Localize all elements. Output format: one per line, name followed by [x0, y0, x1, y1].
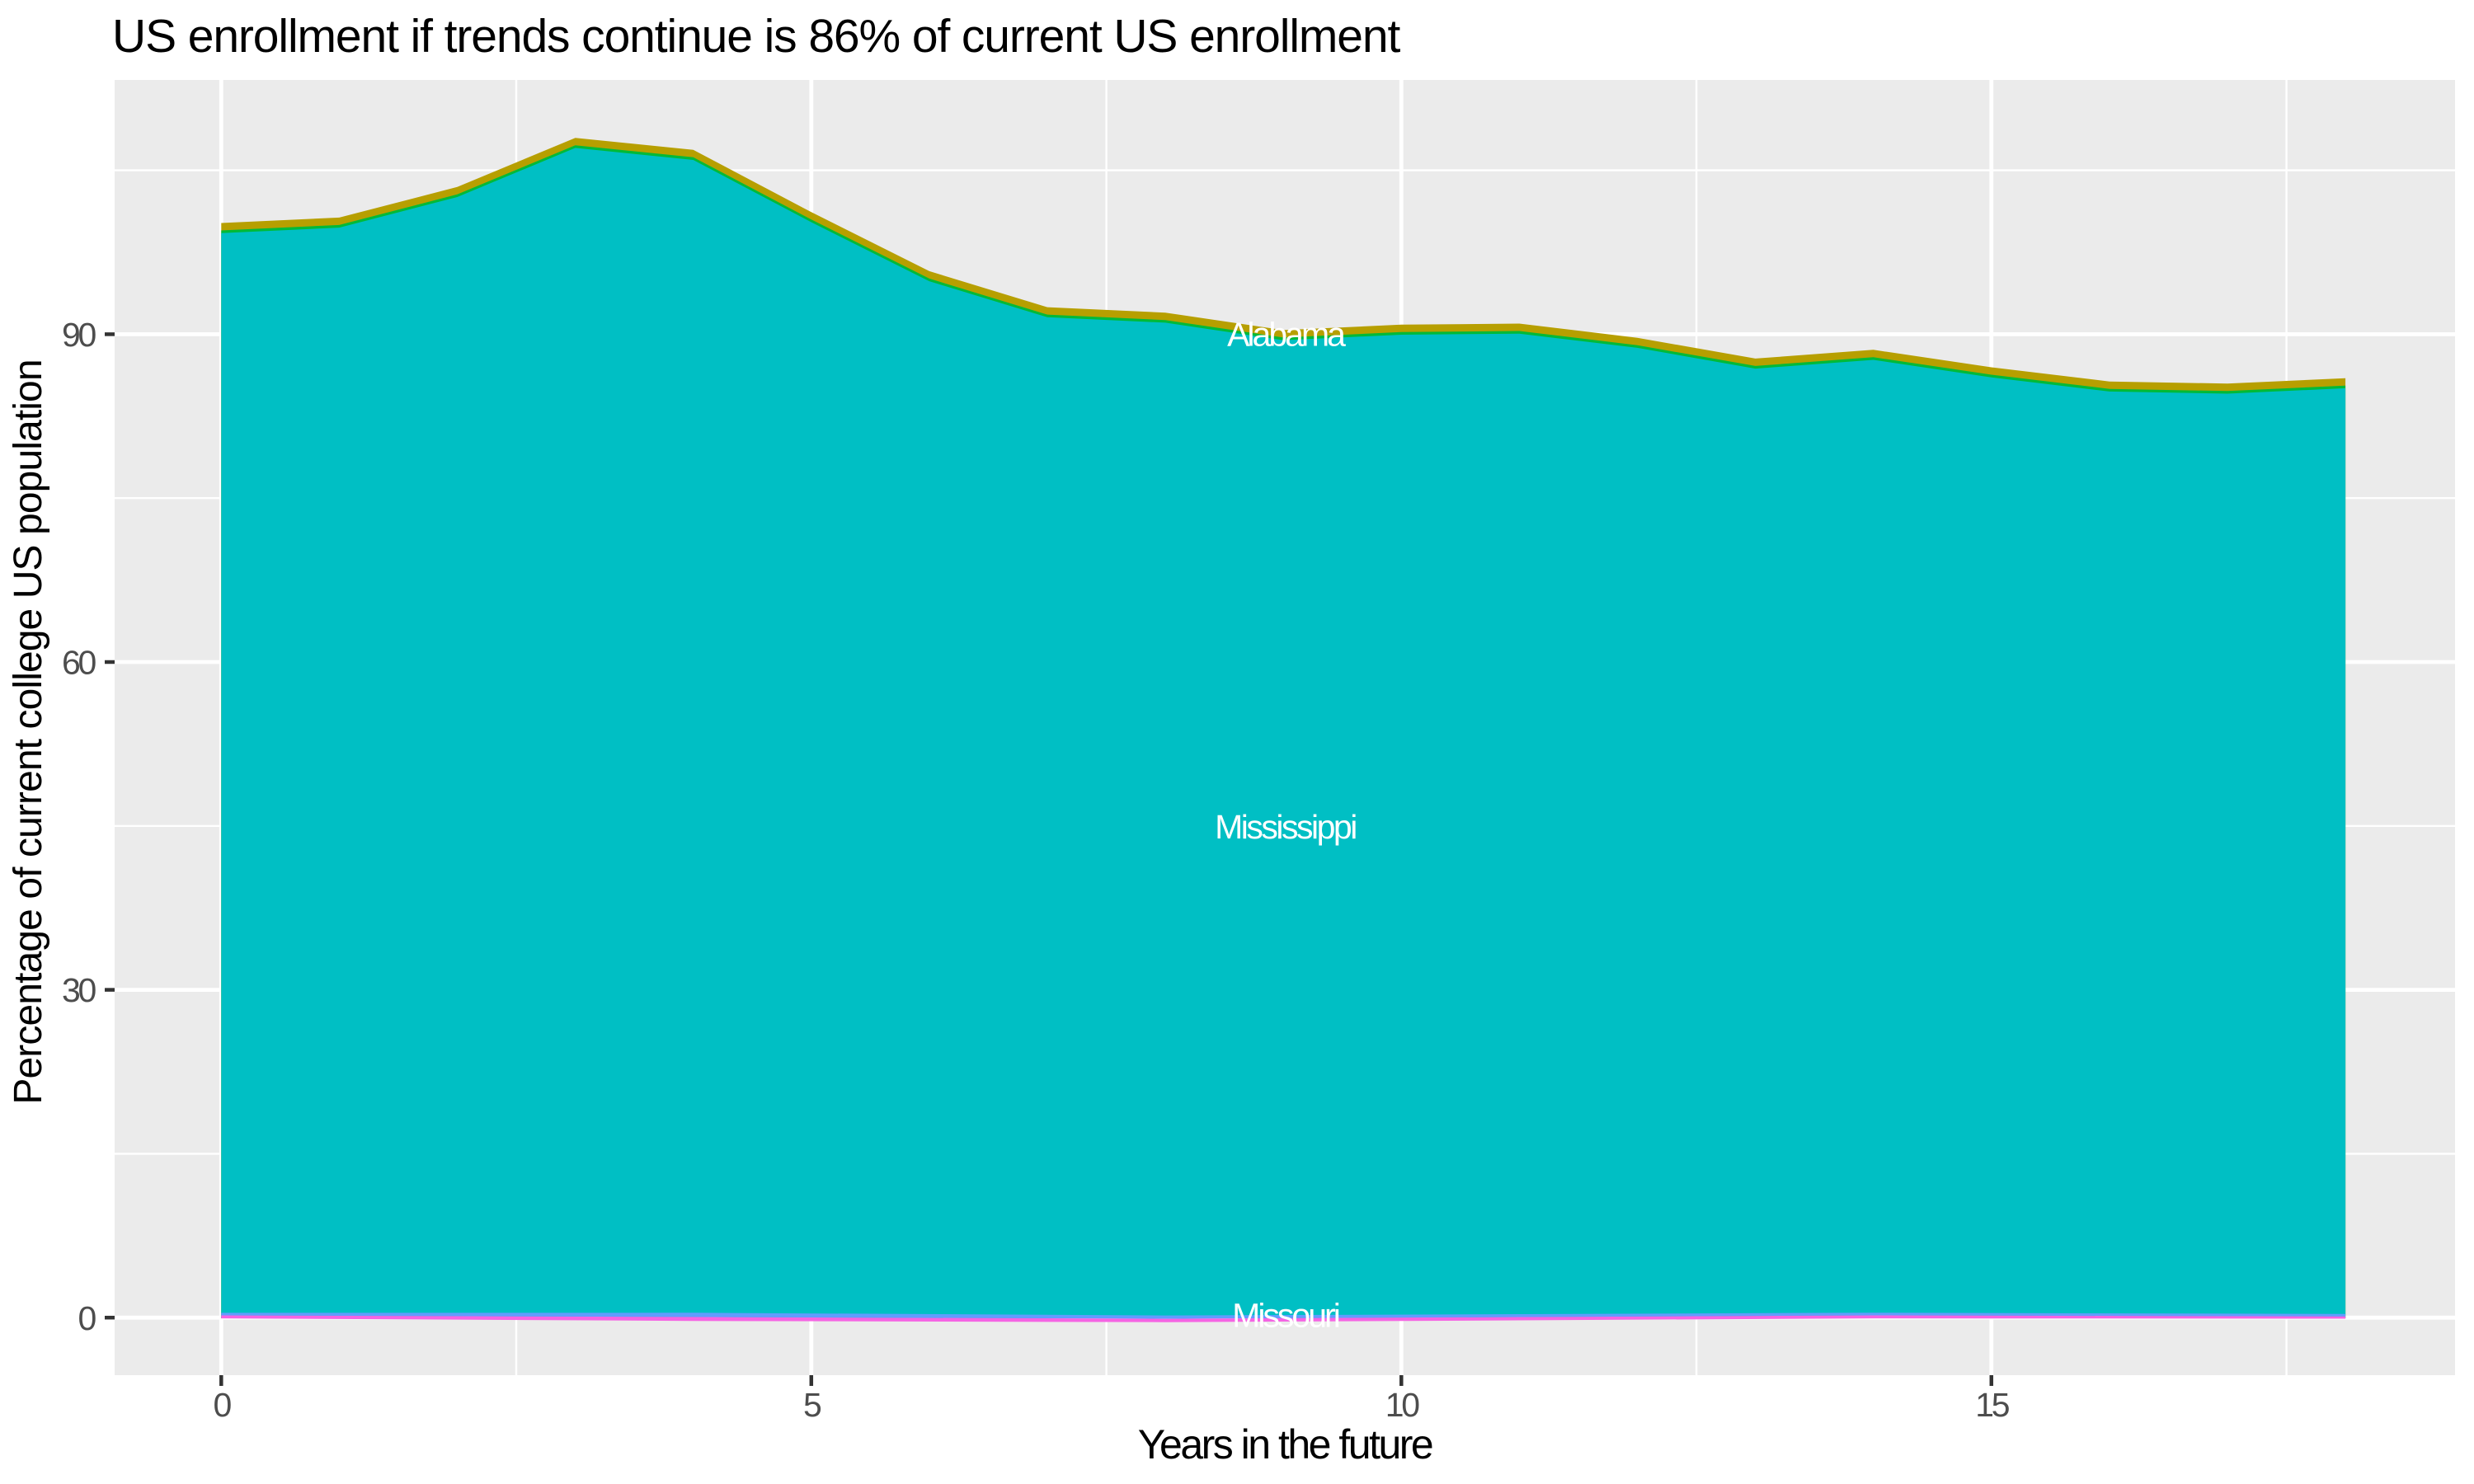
svg-text:US enrollment if trends contin: US enrollment if trends continue is 86% …	[112, 10, 1400, 63]
svg-text:10: 10	[1385, 1386, 1420, 1424]
svg-text:60: 60	[62, 644, 96, 682]
svg-text:Percentage of current college: Percentage of current college US populat…	[7, 359, 50, 1104]
svg-text:5: 5	[803, 1386, 821, 1424]
svg-text:Mississippi: Mississippi	[1215, 808, 1356, 846]
svg-text:0: 0	[78, 1299, 96, 1337]
svg-text:30: 30	[62, 971, 96, 1009]
svg-text:Missouri: Missouri	[1232, 1297, 1339, 1335]
svg-text:0: 0	[214, 1386, 232, 1424]
svg-text:Years in the future: Years in the future	[1138, 1421, 1432, 1468]
svg-text:90: 90	[62, 316, 96, 354]
svg-text:Alabama: Alabama	[1227, 316, 1346, 354]
svg-text:15: 15	[1975, 1386, 2010, 1424]
